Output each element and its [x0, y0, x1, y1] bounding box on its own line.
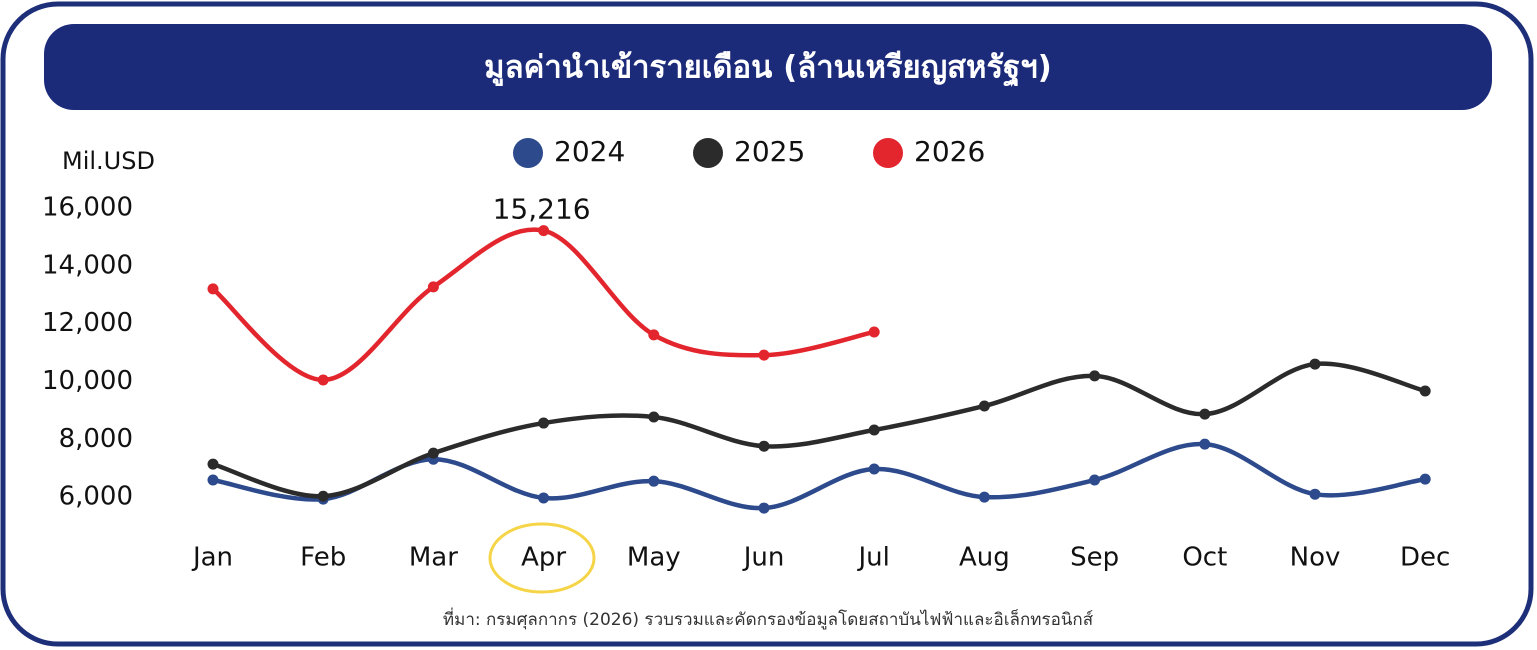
- data-point: [1199, 408, 1211, 420]
- x-tick-label: Dec: [1400, 543, 1450, 573]
- x-tick-label: Jul: [857, 543, 890, 573]
- legend-label: 2025: [734, 135, 805, 168]
- data-point: [1199, 438, 1211, 450]
- data-point: [538, 225, 550, 237]
- data-point: [427, 281, 439, 293]
- x-tick-label: Oct: [1182, 543, 1227, 573]
- data-point: [758, 349, 770, 361]
- series-line: [212, 441, 1426, 511]
- y-tick-label: 8,000: [59, 424, 133, 454]
- data-point: [538, 492, 550, 504]
- data-point: [648, 329, 660, 341]
- data-point: [427, 447, 439, 459]
- x-tick-label: Aug: [959, 543, 1010, 573]
- legend-swatch: [513, 138, 543, 168]
- data-point: [648, 411, 660, 423]
- data-point: [207, 474, 219, 486]
- legend-swatch: [693, 138, 723, 168]
- data-point: [1089, 370, 1101, 382]
- highlight-ring: [488, 522, 596, 594]
- title-bar: [44, 24, 1492, 110]
- x-tick-label: May: [627, 543, 681, 573]
- data-point: [978, 491, 990, 503]
- data-point: [317, 490, 329, 502]
- x-tick-label: Mar: [409, 543, 458, 573]
- y-tick-label: 10,000: [42, 366, 133, 396]
- data-point: [868, 326, 880, 338]
- data-point: [758, 502, 770, 514]
- data-point: [758, 440, 770, 452]
- x-tick-label: Jun: [742, 543, 785, 573]
- legend-label: 2024: [554, 135, 625, 168]
- data-point: [868, 463, 880, 475]
- source-note: ที่มา: กรมศุลกากร (2026) รวบรวมและคัดกรอ…: [443, 607, 1094, 630]
- y-tick-label: 6,000: [59, 482, 133, 512]
- data-point: [1309, 488, 1321, 500]
- y-tick-label: 12,000: [42, 308, 133, 338]
- y-tick-label: 16,000: [42, 192, 133, 222]
- data-point: [1419, 385, 1431, 397]
- x-tick-label: Feb: [300, 543, 346, 573]
- x-tick-label: Apr: [521, 543, 566, 573]
- data-point: [1419, 473, 1431, 485]
- data-point: [978, 400, 990, 412]
- data-point: [538, 417, 550, 429]
- series-line: [212, 361, 1426, 499]
- data-label: 15,216: [493, 193, 591, 226]
- x-tick-label: Sep: [1070, 543, 1119, 573]
- data-point: [207, 283, 219, 295]
- y-axis-label: Mil.USD: [62, 147, 155, 175]
- data-point: [648, 475, 660, 487]
- x-tick-label: Jan: [191, 543, 233, 573]
- data-point: [1089, 474, 1101, 486]
- x-tick-label: Nov: [1290, 543, 1341, 573]
- data-point: [1309, 358, 1321, 370]
- legend-label: 2026: [914, 135, 985, 168]
- data-point: [207, 458, 219, 470]
- data-point: [317, 374, 329, 386]
- legend-swatch: [873, 138, 903, 168]
- data-point: [868, 424, 880, 436]
- chart-title: มูลค่านำเข้ารายเดือน (ล้านเหรียญสหรัฐฯ): [484, 50, 1052, 88]
- y-tick-label: 14,000: [42, 250, 133, 280]
